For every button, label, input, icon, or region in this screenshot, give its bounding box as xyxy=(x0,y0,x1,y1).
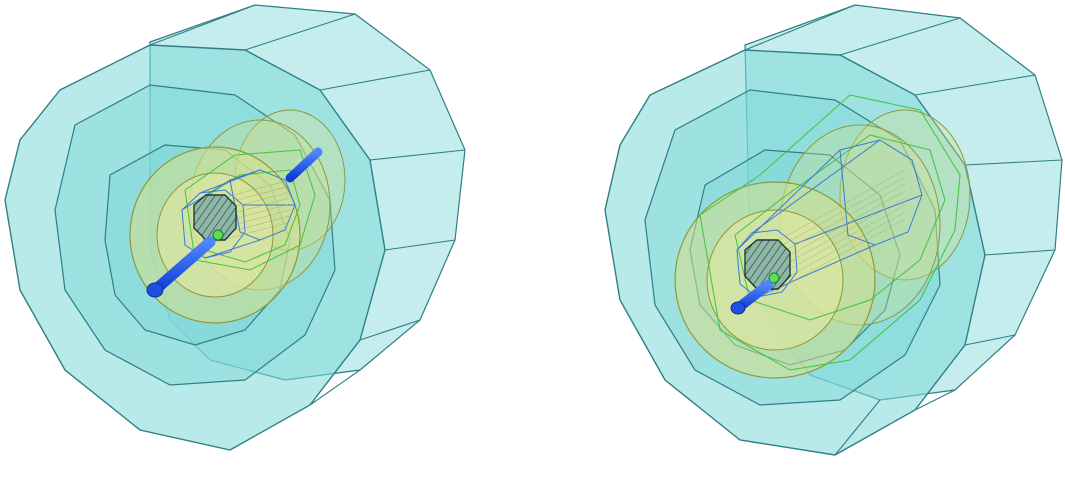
left-beam-pipe-front xyxy=(149,236,216,296)
left-interaction-point xyxy=(212,229,224,241)
left-hatched-core-pattern xyxy=(194,195,236,240)
left-beam-pipe-back xyxy=(285,147,323,183)
left-detector-render xyxy=(4,4,466,451)
right-beam-pipe-end xyxy=(730,301,746,315)
left-beam-pipe-end xyxy=(146,282,164,298)
right-tracker-strips xyxy=(769,169,906,295)
left-outer-barrel-edges xyxy=(149,4,466,406)
right-detector-render xyxy=(604,4,1063,456)
right-green-wireframe xyxy=(699,94,961,371)
right-outer-barrel-edges xyxy=(744,4,1063,456)
right-calorimeter-back xyxy=(839,109,971,281)
right-interaction-point xyxy=(768,272,780,284)
